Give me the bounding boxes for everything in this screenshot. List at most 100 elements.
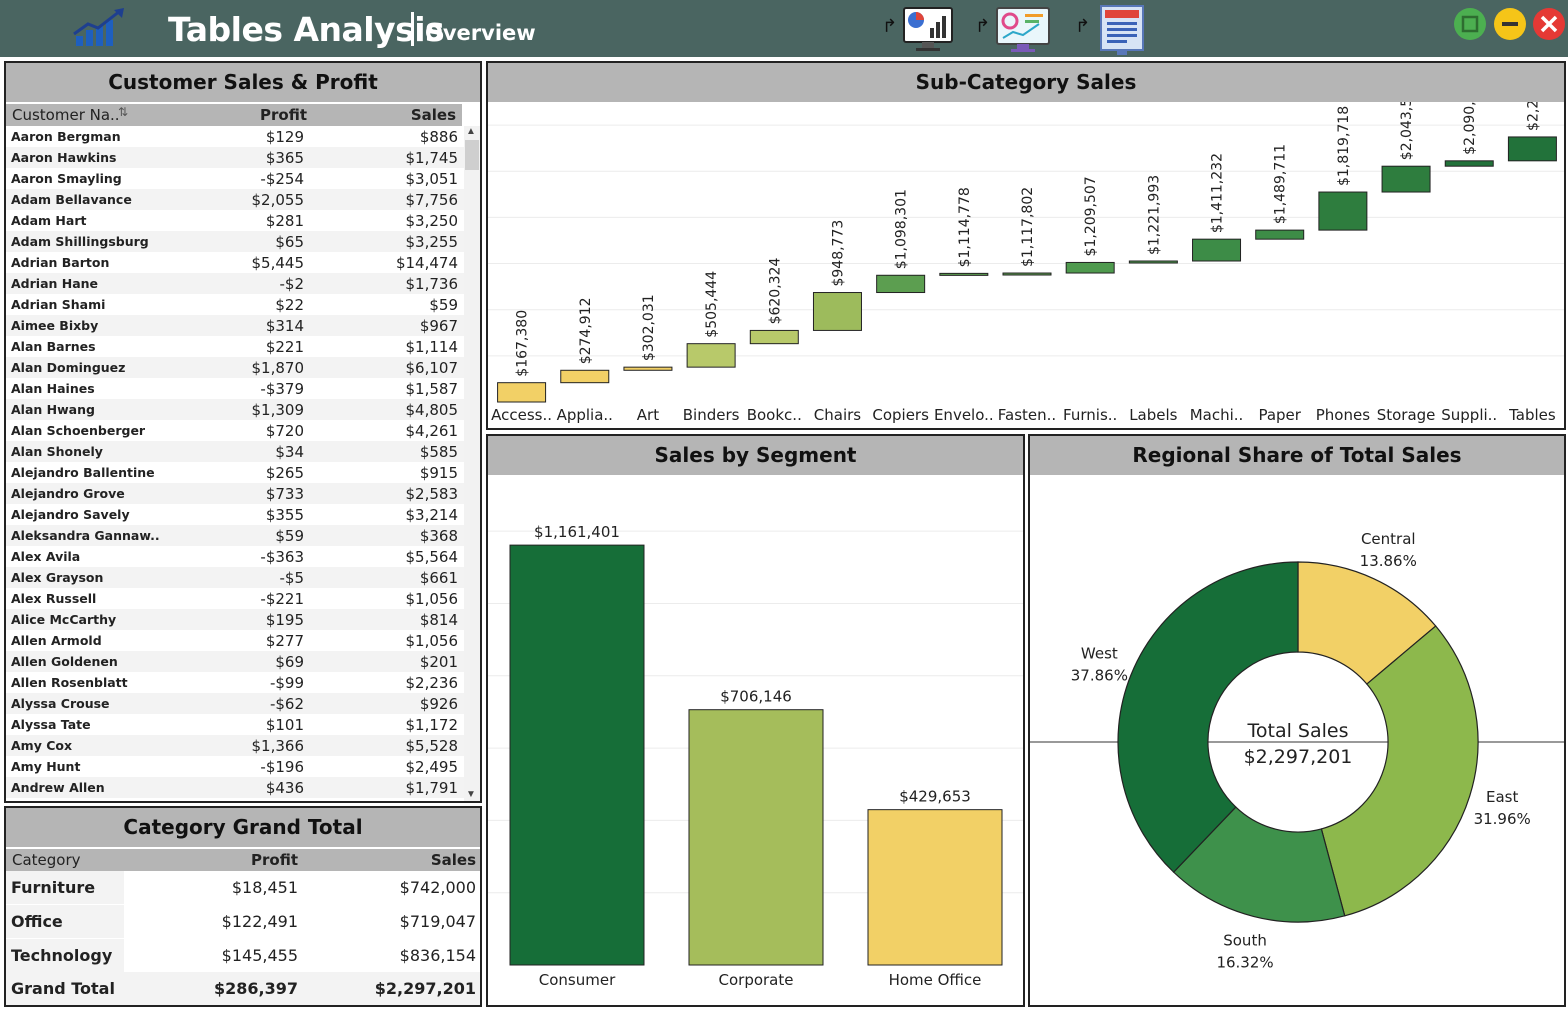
- waterfall-bar[interactable]: [1444, 160, 1494, 167]
- waterfall-bar[interactable]: [1507, 136, 1557, 162]
- customer-sales: $2,495: [405, 758, 459, 776]
- table-row: Aleksandra Gannaw.. $59 $368: [6, 525, 464, 546]
- customer-profit: $1,309: [251, 401, 305, 419]
- customer-profit: $22: [275, 296, 304, 314]
- waterfall-bar[interactable]: [1255, 229, 1305, 240]
- column-header-profit[interactable]: Profit: [251, 851, 298, 869]
- donut-slice-central[interactable]: [1297, 561, 1437, 685]
- donut-slice-south[interactable]: [1172, 806, 1346, 923]
- data-label: $1,117,802: [1020, 187, 1036, 267]
- data-label: $706,146: [720, 688, 792, 706]
- customer-sales: $5,528: [405, 737, 459, 755]
- waterfall-bar[interactable]: [1381, 165, 1431, 193]
- scrollbar[interactable]: ▲ ▼: [464, 126, 480, 801]
- customer-profit: $365: [265, 149, 304, 167]
- segment-bar[interactable]: [509, 544, 645, 966]
- waterfall-bar[interactable]: [1065, 261, 1115, 274]
- waterfall-bar[interactable]: [686, 343, 736, 368]
- data-label: $1,209,507: [1083, 176, 1099, 256]
- category-tick-label: Bookc..: [747, 406, 802, 424]
- waterfall-bar[interactable]: [560, 369, 610, 384]
- grand-total-profit: $286,397: [213, 979, 298, 998]
- customer-name: Alan Schoenberger: [11, 423, 146, 438]
- customer-sales: $1,172: [405, 716, 459, 734]
- customer-profit: $733: [265, 485, 304, 503]
- waterfall-bar[interactable]: [812, 292, 862, 331]
- waterfall-bar[interactable]: [876, 274, 926, 294]
- customer-sales: $4,261: [405, 422, 459, 440]
- customer-name: Alyssa Crouse: [11, 696, 110, 711]
- customer-sales: $1,056: [405, 590, 459, 608]
- sort-icon[interactable]: ⇅: [118, 105, 129, 119]
- table-row: Adam Bellavance $2,055 $7,756: [6, 189, 464, 210]
- category-tick-label: Suppli..: [1441, 406, 1497, 424]
- customer-sales: $3,214: [405, 506, 459, 524]
- segment-bar[interactable]: [688, 709, 824, 966]
- panel-title: Regional Share of Total Sales: [1030, 436, 1564, 475]
- column-header-sales[interactable]: Sales: [410, 106, 456, 124]
- category-profit: $145,455: [221, 946, 298, 965]
- slice-percent-label: 37.86%: [1071, 666, 1128, 684]
- customer-name: Aaron Smayling: [11, 171, 122, 186]
- waterfall-bar[interactable]: [1192, 238, 1242, 262]
- waterfall-bar[interactable]: [497, 382, 547, 403]
- customer-sales: $6,107: [405, 359, 459, 377]
- nav-dashboard-button[interactable]: ↱: [882, 4, 956, 54]
- growth-chart-icon: [73, 8, 124, 46]
- data-label: $2,090,235: [1462, 102, 1478, 155]
- table-row: Adam Hart $281 $3,250: [6, 210, 464, 231]
- category-row: Technology $145,455 $836,154: [6, 939, 480, 972]
- maximize-button[interactable]: [1454, 8, 1486, 40]
- column-header-customer[interactable]: Customer Na..: [12, 106, 120, 124]
- customer-sales: $2,236: [405, 674, 459, 692]
- slice-name-label: South: [1223, 931, 1267, 949]
- column-header-sales[interactable]: Sales: [430, 851, 476, 869]
- scroll-thumb[interactable]: [465, 140, 479, 170]
- waterfall-bar[interactable]: [623, 366, 673, 371]
- table-row: Alan Hwang $1,309 $4,805: [6, 399, 464, 420]
- donut-slice-east[interactable]: [1320, 625, 1479, 917]
- category-tick-label: Storage: [1377, 406, 1436, 424]
- data-label: $1,221,993: [1146, 175, 1162, 255]
- category-row: Furniture $18,451 $742,000: [6, 871, 480, 904]
- category-tick-label: Consumer: [539, 971, 616, 989]
- customer-sales: $926: [419, 695, 458, 713]
- customer-profit: $59: [275, 527, 304, 545]
- waterfall-bar[interactable]: [1128, 260, 1178, 264]
- donut-slice-west[interactable]: [1117, 561, 1299, 873]
- data-label: $1,161,401: [534, 523, 620, 541]
- table-row: Adrian Hane -$2 $1,736: [6, 273, 464, 294]
- customer-profit: $221: [265, 338, 304, 356]
- column-header-category[interactable]: Category: [12, 851, 81, 869]
- customer-profit: -$363: [260, 548, 304, 566]
- nav-analytics-button[interactable]: ↱: [975, 4, 1055, 54]
- segment-bar[interactable]: [867, 809, 1003, 966]
- scroll-down-icon[interactable]: ▼: [466, 789, 476, 800]
- customer-profit: $281: [265, 212, 304, 230]
- customer-name: Adam Bellavance: [11, 192, 132, 207]
- column-header-profit[interactable]: Profit: [260, 106, 307, 124]
- waterfall-bar[interactable]: [939, 272, 989, 276]
- category-profit: $18,451: [231, 878, 298, 897]
- minimize-button[interactable]: [1494, 8, 1526, 40]
- customer-sales: $201: [419, 653, 458, 671]
- customer-sales: $1,791: [405, 779, 459, 797]
- waterfall-bar[interactable]: [749, 329, 799, 345]
- customer-name: Alex Avila: [11, 549, 81, 564]
- waterfall-bar[interactable]: [1002, 272, 1052, 276]
- grand-total-label: Grand Total: [11, 979, 115, 998]
- table-row: Aaron Bergman $129 $886: [6, 126, 464, 147]
- customer-sales: $3,255: [405, 233, 459, 251]
- category-name: Furniture: [6, 871, 124, 904]
- panel-title: Customer Sales & Profit: [6, 63, 480, 102]
- nav-report-button[interactable]: ↱: [1075, 4, 1155, 55]
- customer-sales: $1,114: [405, 338, 459, 356]
- waterfall-bar[interactable]: [1318, 191, 1368, 231]
- segment-sales-panel: Sales by Segment $1,161,401 Consumer $706,…: [486, 434, 1025, 1007]
- arrow-icon: ↱: [882, 16, 898, 36]
- close-button[interactable]: [1533, 8, 1565, 40]
- data-label: $948,773: [830, 220, 846, 287]
- table-row: Alan Barnes $221 $1,114: [6, 336, 464, 357]
- customer-name: Alejandro Ballentine: [11, 465, 155, 480]
- scroll-up-icon[interactable]: ▲: [466, 126, 476, 137]
